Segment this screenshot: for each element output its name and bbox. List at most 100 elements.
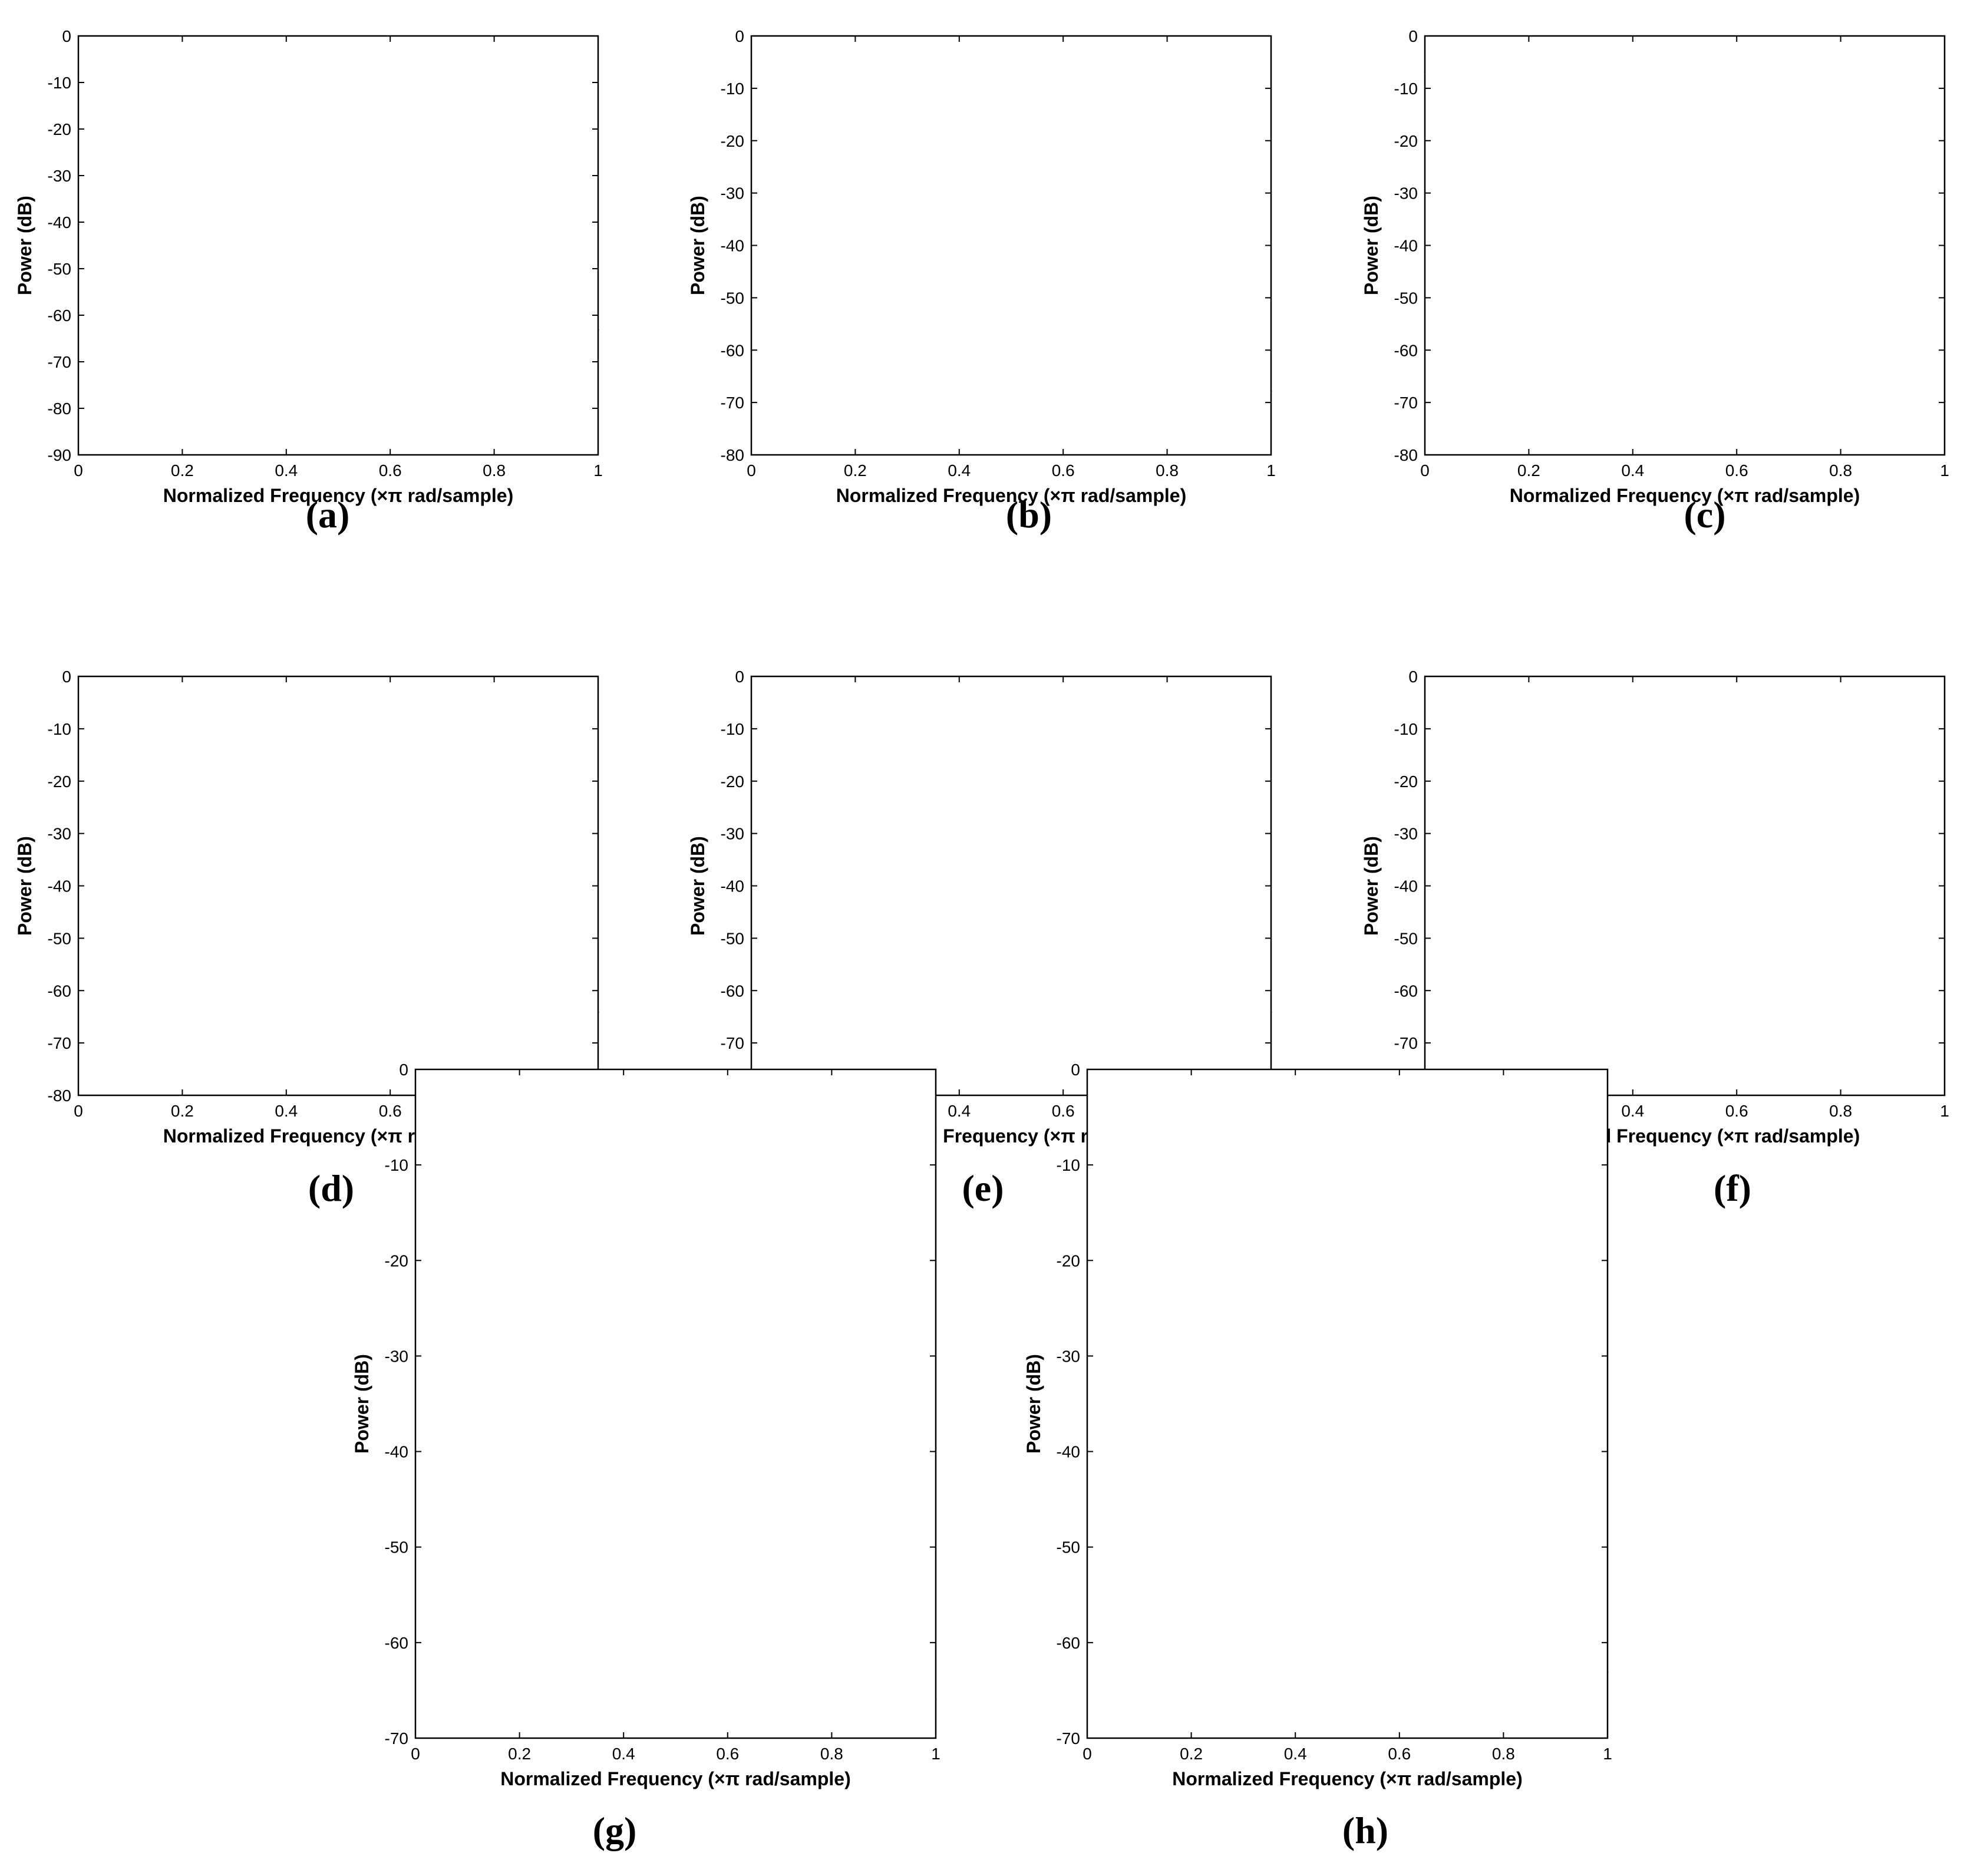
y-tick-label: -10 bbox=[385, 1156, 408, 1174]
y-tick-label: -60 bbox=[1394, 982, 1418, 1000]
x-tick-label: 0 bbox=[1420, 461, 1430, 480]
x-tick-label: 0 bbox=[74, 461, 83, 480]
chart-panel-b: 0 0.2 0.4 0.6 0.8 1 0 -10 -20 -30 -40 -50 -60 -70 -80 N… bbox=[687, 27, 1276, 536]
y-tick-label: -10 bbox=[1394, 80, 1418, 98]
x-tick-label: 0 bbox=[74, 1102, 83, 1120]
y-tick-label: -40 bbox=[721, 877, 744, 896]
x-tick-label: 1 bbox=[1266, 461, 1276, 480]
chart-panel-a: 0 0.2 0.4 0.6 0.8 1 0 -10 -20 -30 -40 -50 -60 -70 -80 -… bbox=[14, 27, 603, 536]
x-axis-label: Normalized Frequency (×π rad/sample) bbox=[1510, 485, 1860, 506]
x-tick-label: 0.6 bbox=[379, 461, 402, 480]
y-tick-label: 0 bbox=[735, 668, 744, 686]
y-tick-label: 0 bbox=[62, 27, 71, 45]
y-tick-label: -50 bbox=[1394, 289, 1418, 307]
axes-frame bbox=[750, 35, 1272, 456]
y-tick-label: -30 bbox=[1057, 1347, 1080, 1365]
y-tick-label: -40 bbox=[721, 237, 744, 255]
x-tick-label: 0.6 bbox=[1725, 1102, 1748, 1120]
axes-frame bbox=[1086, 1068, 1609, 1739]
y-tick-label: -70 bbox=[48, 1034, 71, 1052]
y-tick-label: -60 bbox=[721, 982, 744, 1000]
x-tick-label: 0.4 bbox=[275, 461, 298, 480]
x-axis-label: Normalized Frequency (×π rad/sample) bbox=[163, 485, 513, 506]
x-tick-label: 0.4 bbox=[948, 1102, 971, 1120]
x-tick-label: 1 bbox=[593, 461, 603, 480]
y-tick-label: -70 bbox=[721, 1034, 744, 1052]
x-axis-label: Normalized Frequency (×π rad/sample) bbox=[1172, 1768, 1522, 1789]
y-tick-label: -40 bbox=[1057, 1443, 1080, 1461]
y-tick-label: 0 bbox=[735, 27, 744, 45]
y-tick-label: -30 bbox=[721, 825, 744, 843]
x-tick-label: 0 bbox=[411, 1745, 420, 1763]
y-tick-label: 0 bbox=[62, 668, 71, 686]
x-tick-label: 0.8 bbox=[483, 461, 506, 480]
panel-label-d: (d) bbox=[308, 1167, 354, 1209]
x-tick-label: 0.6 bbox=[716, 1745, 739, 1763]
y-tick-label: -20 bbox=[721, 132, 744, 150]
y-tick-label: -10 bbox=[48, 74, 71, 92]
y-tick-label: -80 bbox=[48, 399, 71, 418]
y-tick-label: -30 bbox=[48, 167, 71, 185]
x-tick-label: 0.8 bbox=[820, 1745, 843, 1763]
x-tick-label: 0.2 bbox=[1517, 461, 1540, 480]
y-tick-label: -30 bbox=[385, 1347, 408, 1365]
y-axis-label: Power (dB) bbox=[687, 836, 708, 936]
x-tick-label: 0.6 bbox=[1388, 1745, 1411, 1763]
y-tick-label: -20 bbox=[48, 120, 71, 138]
y-axis-label: Power (dB) bbox=[687, 196, 708, 295]
chart-panel-g: 0 0.2 0.4 0.6 0.8 1 0 -10 -20 -30 -40 -50 -60 -70 Norm… bbox=[351, 1061, 940, 1851]
y-tick-label: -20 bbox=[1394, 132, 1418, 150]
x-tick-label: 0.4 bbox=[275, 1102, 298, 1120]
y-tick-label: -10 bbox=[721, 80, 744, 98]
y-tick-label: 0 bbox=[1071, 1061, 1080, 1079]
y-tick-label: -30 bbox=[1394, 825, 1418, 843]
y-tick-label: -10 bbox=[721, 720, 744, 738]
y-tick-label: -30 bbox=[1394, 184, 1418, 203]
y-tick-label: 0 bbox=[1408, 668, 1418, 686]
y-tick-label: 0 bbox=[1408, 27, 1418, 45]
panel-label-h: (h) bbox=[1342, 1809, 1388, 1851]
y-tick-label: -70 bbox=[1057, 1729, 1080, 1748]
y-tick-label: -10 bbox=[1394, 720, 1418, 738]
y-tick-label: -70 bbox=[1394, 1034, 1418, 1052]
y-tick-label: -20 bbox=[721, 772, 744, 791]
x-tick-label: 0.8 bbox=[1829, 461, 1852, 480]
x-tick-label: 0.2 bbox=[171, 461, 194, 480]
y-tick-label: -80 bbox=[48, 1086, 71, 1105]
chart-panel-h: 0 0.2 0.4 0.6 0.8 1 0 -10 -20 -30 -40 -50 -60 -70 Norm… bbox=[1023, 1061, 1612, 1851]
x-tick-label: 0 bbox=[1082, 1745, 1092, 1763]
axes-frame bbox=[77, 675, 599, 1096]
panel-label-e: (e) bbox=[962, 1167, 1004, 1209]
x-tick-label: 0.8 bbox=[1492, 1745, 1515, 1763]
x-tick-label: 0.2 bbox=[844, 461, 867, 480]
y-tick-label: -90 bbox=[48, 446, 71, 464]
x-tick-label: 0.4 bbox=[1621, 461, 1644, 480]
y-tick-label: -50 bbox=[48, 260, 71, 278]
x-tick-label: 1 bbox=[1940, 1102, 1949, 1120]
axes-frame bbox=[1424, 35, 1946, 456]
y-axis-label: Power (dB) bbox=[14, 196, 35, 295]
x-tick-label: 0 bbox=[747, 461, 756, 480]
y-tick-label: -50 bbox=[385, 1538, 408, 1557]
y-tick-label: -40 bbox=[385, 1443, 408, 1461]
panel-label-g: (g) bbox=[593, 1809, 637, 1851]
y-tick-label: -10 bbox=[48, 720, 71, 738]
x-tick-label: 0.8 bbox=[1829, 1102, 1852, 1120]
y-tick-label: -20 bbox=[1394, 772, 1418, 791]
x-tick-label: 0.2 bbox=[508, 1745, 531, 1763]
x-tick-label: 0.6 bbox=[1725, 461, 1748, 480]
x-tick-label: 1 bbox=[931, 1745, 940, 1763]
y-tick-label: -20 bbox=[1057, 1251, 1080, 1270]
y-tick-label: -70 bbox=[721, 394, 744, 412]
panel-label-c: (c) bbox=[1684, 494, 1725, 536]
y-axis-label: Power (dB) bbox=[351, 1354, 372, 1454]
x-axis-label: Normalized Frequency (×π rad/sample) bbox=[500, 1768, 850, 1789]
x-tick-label: 0.4 bbox=[1284, 1745, 1307, 1763]
y-tick-label: -60 bbox=[1057, 1634, 1080, 1652]
y-tick-label: -40 bbox=[48, 213, 71, 232]
x-axis-label: Normalized Frequency (×π rad/sample) bbox=[836, 485, 1186, 506]
y-axis-label: Power (dB) bbox=[14, 836, 35, 936]
y-tick-label: -20 bbox=[385, 1251, 408, 1270]
y-tick-label: 0 bbox=[399, 1061, 408, 1079]
